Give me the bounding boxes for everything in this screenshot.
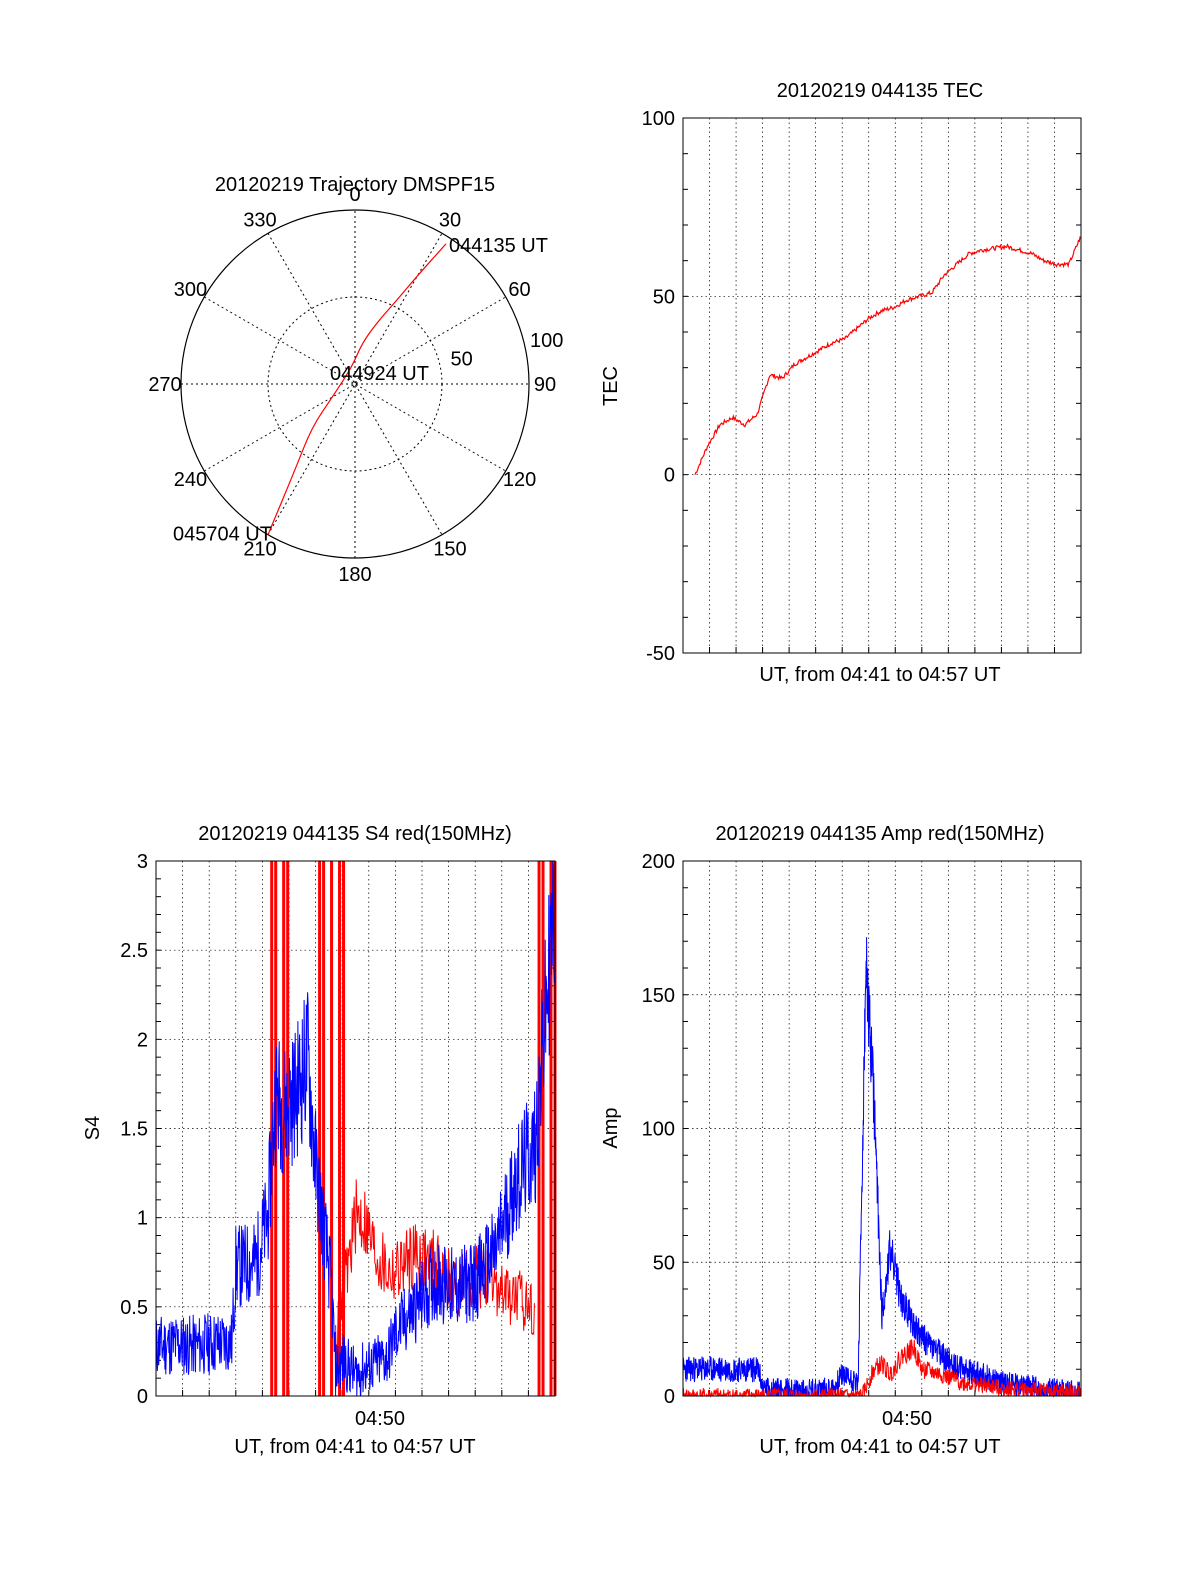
polar-angle-label: 270 [148, 374, 181, 396]
polar-spoke [204, 296, 506, 472]
polar-angle-label: 90 [534, 374, 556, 396]
y-tick-label: 1 [137, 1208, 148, 1230]
y-tick-label: 2.5 [120, 940, 148, 962]
amp-series-line [682, 937, 1082, 1398]
tec-series-line [694, 236, 1081, 475]
y-tick-label: -50 [646, 643, 675, 665]
y-tick-label: 0.5 [120, 1297, 148, 1319]
s4-title: 20120219 044135 S4 red(150MHz) [198, 823, 512, 845]
polar-title: 20120219 Trajectory DMSPF15 [215, 174, 495, 196]
y-tick-label: 100 [642, 1119, 675, 1141]
polar-angle-label: 60 [508, 279, 530, 301]
y-tick-label: 50 [653, 286, 675, 308]
trajectory-annotation: 044135 UT [449, 235, 548, 257]
amp-ylabel: Amp [600, 1107, 622, 1148]
polar-angle-labels: 0 30 60 90 120 150 180 210 240 270 300 330 [148, 184, 556, 586]
trajectory-annotation: 045704 UT [173, 524, 272, 546]
tec-plot-frame [682, 117, 1082, 654]
y-tick-label: 50 [653, 1252, 675, 1274]
polar-angle-label: 30 [439, 209, 461, 231]
s4-series-line [155, 860, 556, 1397]
amp-y-tick-labels: 0 50 100 150 200 [642, 851, 675, 1408]
polar-angle-label: 240 [174, 469, 207, 491]
amp-series-lines [682, 937, 1082, 1398]
polar-radial-label: 100 [530, 330, 563, 352]
polar-trajectory-chart: 20120219 Trajectory DMSPF15 0 30 60 90 120 15… [148, 174, 563, 586]
polar-angle-label: 150 [433, 539, 466, 561]
polar-spoke [267, 233, 443, 535]
tec-grid [683, 117, 1081, 654]
y-tick-label: 0 [664, 1386, 675, 1408]
polar-spoke [204, 296, 506, 472]
polar-angle-label: 330 [243, 209, 276, 231]
y-tick-label: 0 [137, 1386, 148, 1408]
trajectory-annotations: 044135 UT 044924 UT 045704 UT [173, 235, 548, 546]
s4-plot-frame [155, 860, 556, 1397]
tec-y-tick-labels: -50 0 50 100 [642, 108, 675, 665]
s4-xtick-label: 04:50 [355, 1408, 405, 1430]
y-tick-label: 200 [642, 851, 675, 873]
s4-y-tick-labels: 0 0.5 1 1.5 2 2.5 3 [120, 851, 148, 1408]
s4-ylabel: S4 [82, 1116, 104, 1140]
y-tick-label: 1.5 [120, 1119, 148, 1141]
tec-xlabel: UT, from 04:41 to 04:57 UT [759, 664, 1000, 686]
s4-xlabel: UT, from 04:41 to 04:57 UT [234, 1436, 475, 1458]
tec-ylabel: TEC [600, 366, 622, 406]
polar-angle-label: 120 [503, 469, 536, 491]
trajectory-line [267, 243, 447, 535]
y-tick-label: 0 [664, 465, 675, 487]
amp-xlabel: UT, from 04:41 to 04:57 UT [759, 1436, 1000, 1458]
s4-chart: 20120219 044135 S4 red(150MHz) 0 0.5 1 1.5 2… [82, 823, 557, 1458]
polar-angle-label: 180 [338, 564, 371, 586]
amp-title: 20120219 044135 Amp red(150MHz) [715, 823, 1044, 845]
amp-series-line [682, 1339, 1082, 1398]
amp-xtick-label: 04:50 [882, 1408, 932, 1430]
polar-angle-label: 210 [243, 539, 276, 561]
polar-angle-label: 300 [174, 279, 207, 301]
y-tick-label: 150 [642, 985, 675, 1007]
s4-grid [156, 860, 555, 1397]
polar-spoke [267, 233, 443, 535]
y-tick-label: 100 [642, 108, 675, 130]
trajectory-annotation: 044924 UT [330, 363, 429, 385]
polar-angle-label: 0 [349, 184, 360, 206]
amp-plot-frame [682, 860, 1082, 1397]
y-tick-label: 3 [137, 851, 148, 873]
polar-radial-label: 50 [450, 348, 472, 370]
y-tick-label: 2 [137, 1029, 148, 1051]
polar-grid [180, 209, 530, 559]
amp-chart: 20120219 044135 Amp red(150MHz) 0 50 100 15… [600, 823, 1082, 1458]
polar-radial-labels: 50 100 [450, 330, 563, 370]
tec-chart: 20120219 044135 TEC -50 0 50 100 TEC UT, fr… [600, 80, 1082, 686]
tec-title: 20120219 044135 TEC [777, 80, 983, 102]
